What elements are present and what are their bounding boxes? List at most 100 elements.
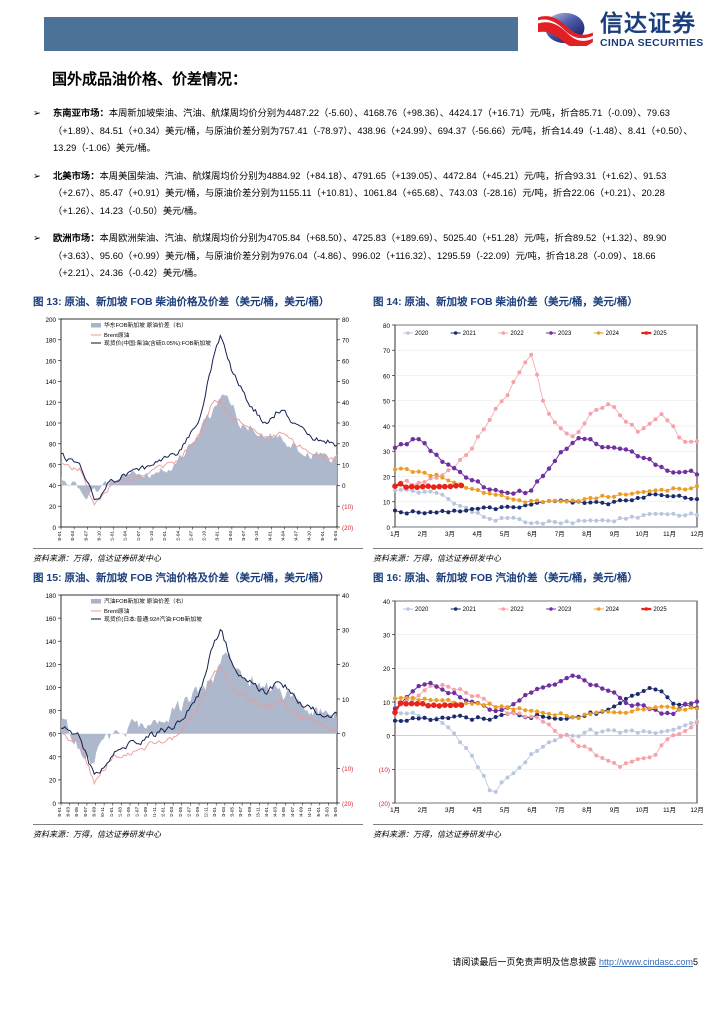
- svg-text:30: 30: [383, 633, 391, 640]
- svg-text:2024: 2024: [606, 331, 620, 337]
- svg-text:Brent原油: Brent原油: [104, 607, 130, 615]
- svg-text:12月: 12月: [690, 806, 703, 814]
- svg-text:20: 20: [49, 778, 57, 785]
- svg-text:6月: 6月: [527, 530, 537, 538]
- svg-text:0: 0: [342, 483, 346, 490]
- svg-text:2021-07: 2021-07: [136, 531, 141, 541]
- svg-text:60: 60: [49, 462, 57, 469]
- svg-text:10: 10: [383, 500, 391, 507]
- svg-text:2023-07: 2023-07: [238, 807, 243, 817]
- svg-text:现货价(中国:柴油(含硫0.05%):FOB新加坡: 现货价(中国:柴油(含硫0.05%):FOB新加坡: [104, 339, 211, 347]
- svg-text:2021: 2021: [463, 607, 477, 613]
- svg-text:2021-07: 2021-07: [135, 807, 140, 817]
- svg-text:2020-11: 2020-11: [100, 807, 105, 817]
- svg-text:2022-07: 2022-07: [188, 531, 193, 541]
- svg-text:2025-01: 2025-01: [320, 531, 325, 541]
- svg-text:4月: 4月: [472, 806, 482, 814]
- svg-text:(10): (10): [379, 767, 390, 774]
- svg-text:2023-10: 2023-10: [254, 531, 259, 541]
- svg-text:2024: 2024: [606, 607, 620, 613]
- svg-text:140: 140: [45, 639, 56, 646]
- svg-text:2021-03: 2021-03: [117, 807, 122, 817]
- svg-text:2021-11: 2021-11: [152, 807, 157, 817]
- svg-text:2022-11: 2022-11: [204, 807, 209, 817]
- svg-text:2022: 2022: [510, 331, 524, 337]
- svg-text:40: 40: [383, 599, 391, 606]
- svg-text:160: 160: [45, 616, 56, 623]
- svg-text:60: 60: [49, 732, 57, 739]
- svg-text:华东FOB新加坡 原油价差（右）: 华东FOB新加坡 原油价差（右）: [104, 321, 187, 329]
- svg-text:11月: 11月: [663, 530, 676, 538]
- svg-text:汽油FOB新加坡 原油价差（右）: 汽油FOB新加坡 原油价差（右）: [104, 597, 187, 605]
- svg-text:2025: 2025: [653, 607, 667, 613]
- svg-text:120: 120: [45, 400, 56, 407]
- svg-text:Brent原油: Brent原油: [104, 331, 130, 339]
- svg-text:5月: 5月: [500, 530, 510, 538]
- svg-text:8月: 8月: [582, 806, 592, 814]
- svg-text:80: 80: [49, 442, 57, 449]
- svg-text:0: 0: [52, 801, 56, 808]
- svg-text:100: 100: [45, 685, 56, 692]
- svg-text:10: 10: [383, 700, 391, 707]
- svg-text:2020-03: 2020-03: [66, 807, 71, 817]
- svg-text:2021-10: 2021-10: [149, 531, 154, 541]
- svg-text:10月: 10月: [635, 530, 648, 538]
- svg-text:5月: 5月: [500, 806, 510, 814]
- svg-text:8月: 8月: [582, 530, 592, 538]
- svg-text:10: 10: [342, 697, 350, 704]
- svg-text:40: 40: [342, 400, 350, 407]
- svg-text:2020-09: 2020-09: [92, 807, 97, 817]
- svg-text:2020-07: 2020-07: [83, 807, 88, 817]
- svg-text:(20): (20): [379, 801, 390, 808]
- svg-text:2025-01: 2025-01: [316, 807, 321, 817]
- svg-text:100: 100: [45, 421, 56, 428]
- svg-text:30: 30: [383, 449, 391, 456]
- svg-text:2025-04: 2025-04: [333, 531, 338, 541]
- svg-text:2020-07: 2020-07: [83, 531, 88, 541]
- svg-text:2024-04: 2024-04: [280, 531, 285, 541]
- svg-text:10月: 10月: [635, 806, 648, 814]
- svg-text:0: 0: [342, 732, 346, 739]
- svg-text:2022: 2022: [510, 607, 524, 613]
- svg-text:(10): (10): [342, 766, 353, 773]
- svg-text:20: 20: [383, 666, 391, 673]
- svg-text:3月: 3月: [445, 806, 455, 814]
- svg-text:40: 40: [49, 755, 57, 762]
- svg-text:2021-01: 2021-01: [109, 807, 114, 817]
- svg-text:160: 160: [45, 358, 56, 365]
- svg-text:2月: 2月: [418, 806, 428, 814]
- svg-text:2023-05: 2023-05: [230, 807, 235, 817]
- svg-text:2021-04: 2021-04: [123, 531, 128, 541]
- svg-text:40: 40: [49, 483, 57, 490]
- svg-text:2022-01: 2022-01: [161, 807, 166, 817]
- svg-text:2024-07: 2024-07: [290, 807, 295, 817]
- svg-text:2024-03: 2024-03: [273, 807, 278, 817]
- svg-text:2022-05: 2022-05: [178, 807, 183, 817]
- svg-text:2023-11: 2023-11: [255, 807, 260, 817]
- svg-text:2023: 2023: [558, 331, 572, 337]
- svg-text:9月: 9月: [610, 530, 620, 538]
- svg-text:30: 30: [342, 628, 350, 635]
- svg-text:2024-01: 2024-01: [267, 531, 272, 541]
- svg-text:2月: 2月: [418, 530, 428, 538]
- svg-text:180: 180: [45, 593, 56, 600]
- svg-text:200: 200: [45, 317, 56, 324]
- svg-text:50: 50: [383, 399, 391, 406]
- svg-text:2021-01: 2021-01: [110, 531, 115, 541]
- svg-text:2022-10: 2022-10: [202, 531, 207, 541]
- svg-text:(10): (10): [342, 504, 353, 511]
- svg-text:0: 0: [52, 525, 56, 532]
- svg-text:2023: 2023: [558, 607, 572, 613]
- svg-text:2022-09: 2022-09: [195, 807, 200, 817]
- svg-text:0: 0: [386, 734, 390, 741]
- svg-text:2020-10: 2020-10: [96, 531, 101, 541]
- svg-text:9月: 9月: [610, 806, 620, 814]
- svg-text:1月: 1月: [390, 806, 400, 814]
- svg-text:2023-03: 2023-03: [221, 807, 226, 817]
- svg-text:2022-04: 2022-04: [175, 531, 180, 541]
- svg-text:40: 40: [342, 593, 350, 600]
- svg-text:2024-07: 2024-07: [294, 531, 299, 541]
- svg-text:2020-04: 2020-04: [70, 531, 75, 541]
- svg-text:60: 60: [342, 358, 350, 365]
- svg-text:80: 80: [342, 317, 350, 324]
